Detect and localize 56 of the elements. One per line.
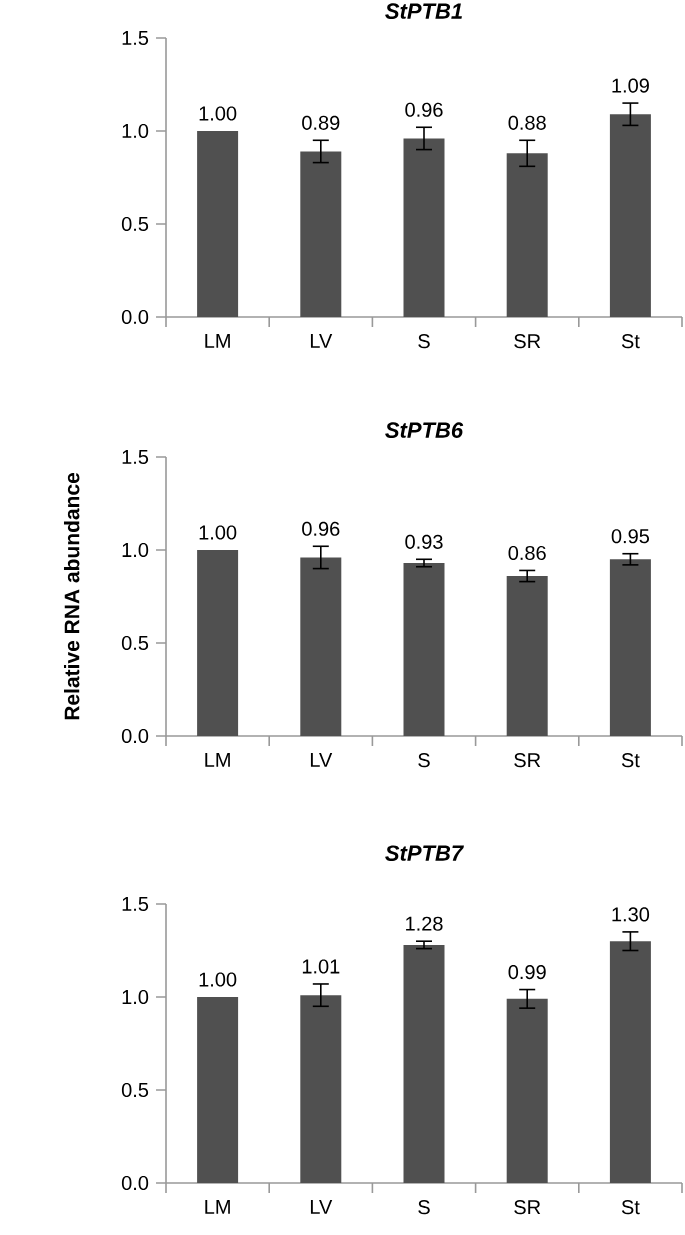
bar: [403, 944, 445, 1183]
chart-title: StPTB1: [385, 3, 462, 19]
data-label: 1.00: [199, 525, 237, 540]
x-tick-label: SR: [514, 334, 541, 349]
x-tick-label: LM: [205, 334, 230, 348]
bar: [506, 998, 548, 1183]
bar: [197, 130, 239, 317]
data-label: 0.96: [405, 102, 443, 117]
bar: [609, 941, 651, 1183]
data-label: 0.95: [611, 529, 650, 544]
bar: [300, 151, 342, 317]
data-label: 1.09: [612, 78, 649, 93]
data-label: 0.99: [508, 965, 546, 980]
bar: [403, 138, 445, 317]
x-tick-label: St: [621, 753, 640, 768]
x-tick-label: LV: [310, 753, 333, 767]
y-tick-label: 1.5: [122, 897, 149, 911]
y-tick-label: 1.5: [122, 450, 149, 464]
bar: [506, 153, 548, 317]
x-tick-label: S: [418, 753, 430, 768]
x-tick-label: SR: [514, 753, 541, 768]
x-tick-label: LM: [205, 753, 230, 767]
x-tick-label: S: [418, 334, 430, 349]
chart-title: StPTB7: [385, 845, 464, 861]
y-axis-title: Relative RNA abundance: [63, 472, 80, 720]
bar: [300, 995, 342, 1183]
x-tick-label: LV: [310, 334, 333, 348]
y-tick-label: 0.0: [121, 1175, 149, 1191]
y-tick-label: 0.5: [121, 216, 149, 232]
data-label: 0.86: [508, 545, 546, 561]
bar: [609, 114, 651, 317]
y-tick-label: 0.0: [121, 309, 149, 325]
data-label: 1.00: [199, 972, 237, 987]
y-tick-label: 1.0: [122, 123, 149, 139]
y-tick-label: 0.0: [121, 728, 149, 744]
data-label: 1.01: [302, 959, 340, 974]
y-tick-label: 1.0: [122, 989, 149, 1005]
y-tick-label: 0.5: [121, 635, 149, 651]
bar: [197, 996, 239, 1183]
data-label: 0.88: [508, 115, 546, 130]
data-label: 1.00: [199, 106, 237, 121]
x-tick-label: S: [418, 1200, 430, 1215]
x-tick-label: LM: [205, 1200, 230, 1214]
data-label: 0.93: [405, 534, 443, 549]
data-label: 0.89: [302, 115, 340, 130]
chart-title: StPTB6: [385, 422, 464, 438]
x-tick-label: SR: [514, 1200, 541, 1215]
data-label: 0.96: [302, 521, 340, 536]
y-tick-label: 1.5: [122, 31, 149, 45]
x-tick-label: LV: [310, 1200, 333, 1214]
data-label: 1.30: [612, 907, 650, 922]
y-tick-label: 0.5: [121, 1082, 149, 1098]
data-label: 1.28: [406, 916, 443, 931]
x-tick-label: St: [621, 1200, 640, 1215]
x-tick-label: St: [621, 334, 640, 349]
y-tick-label: 1.0: [122, 542, 149, 558]
